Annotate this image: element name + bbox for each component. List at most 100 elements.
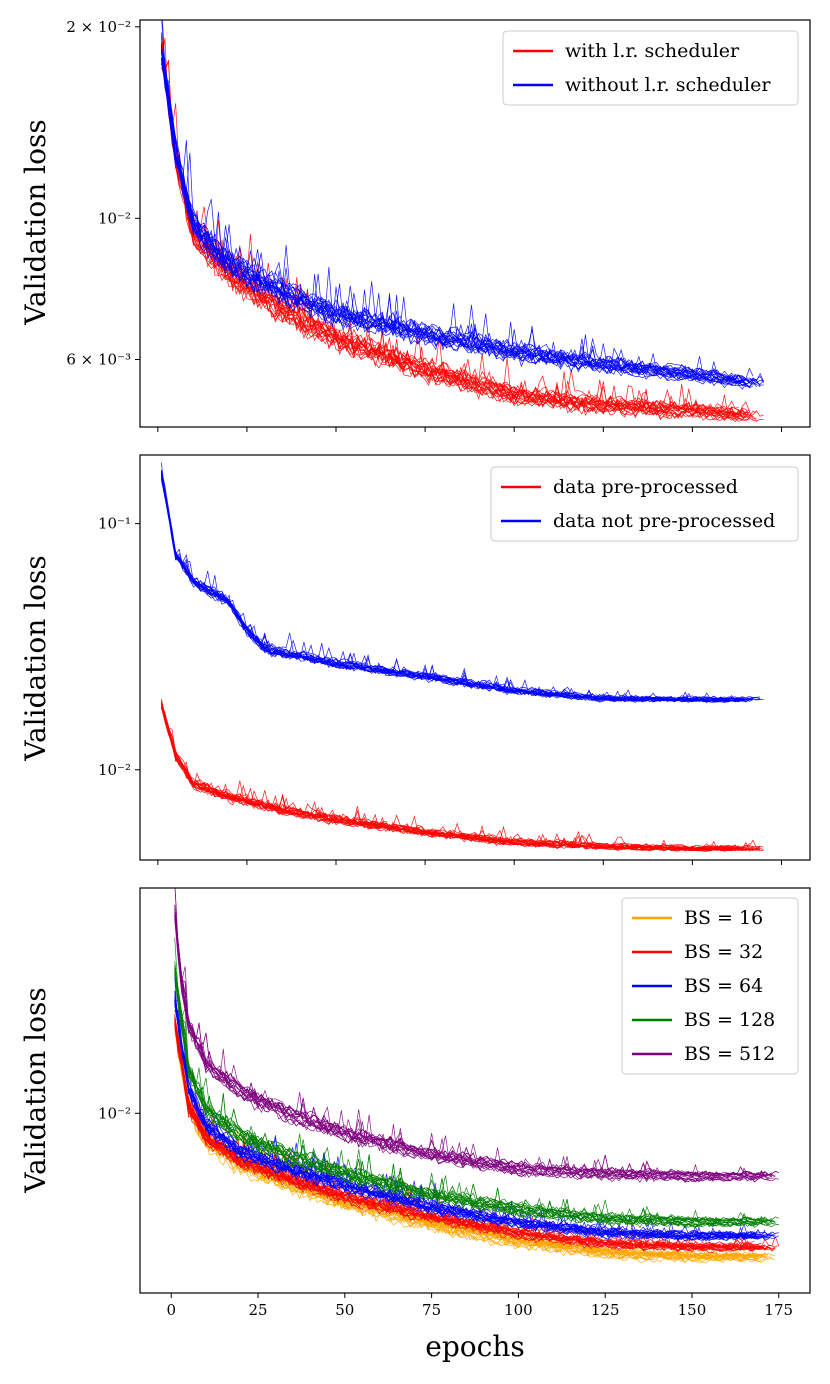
- x-axis-title: epochs: [425, 1330, 524, 1363]
- legend: BS = 16 BS = 32 BS = 64 BS = 128 BS = 512: [621, 897, 799, 1075]
- y-tick-label: 6 × 10⁻³: [66, 351, 131, 369]
- run-line: [161, 703, 739, 851]
- run-line: [174, 1022, 755, 1253]
- y-axis-title: Validation loss: [19, 555, 52, 761]
- panel-preprocessing: 10⁻¹ 10⁻² Validation loss data pre-processe…: [19, 454, 811, 865]
- run-line: [161, 701, 754, 848]
- run-line: [161, 703, 739, 851]
- y-axis-title: Validation loss: [19, 987, 52, 1193]
- run-line: [174, 973, 779, 1227]
- run-line: [161, 703, 764, 850]
- run-line: [161, 61, 754, 389]
- y-tick-label: 10⁻¹: [98, 515, 131, 533]
- x-tick-label: 0: [166, 1301, 176, 1319]
- legend-box: [621, 897, 799, 1075]
- run-line: [174, 965, 762, 1222]
- run-line: [161, 52, 750, 388]
- x-tick-label: 75: [422, 1301, 441, 1319]
- plot-area: [174, 888, 780, 1264]
- run-line: [174, 909, 762, 1176]
- legend-label: BS = 32: [684, 941, 763, 963]
- run-line: [174, 1025, 776, 1264]
- run-line: [161, 58, 764, 422]
- axes-frame: [139, 887, 811, 1294]
- series-bs-=-512: [174, 888, 779, 1184]
- run-line: [161, 52, 750, 416]
- y-tick-label: 2 × 10⁻²: [66, 18, 131, 36]
- y-tick-label: 10⁻²: [98, 1104, 131, 1122]
- run-line: [161, 43, 754, 389]
- run-line: [161, 698, 761, 849]
- run-line: [161, 57, 750, 422]
- run-line: [161, 703, 743, 851]
- x-tick-label: 175: [764, 1301, 793, 1319]
- axes-frame: [139, 19, 811, 428]
- run-line: [161, 702, 739, 849]
- run-line: [161, 37, 754, 419]
- legend-box: [490, 466, 799, 542]
- run-line: [174, 1003, 766, 1240]
- x-tick-label: 125: [591, 1301, 620, 1319]
- run-line: [161, 49, 761, 390]
- run-line: [161, 705, 764, 852]
- legend-label: BS = 64: [684, 975, 763, 997]
- run-line: [174, 964, 769, 1226]
- series-bs-=-64: [174, 977, 779, 1242]
- legend: with l.r. scheduler without l.r. schedule…: [502, 30, 799, 106]
- series-bs-=-128: [174, 937, 779, 1229]
- plot-area: [161, 462, 764, 852]
- run-line: [161, 32, 757, 416]
- legend-label: BS = 16: [684, 907, 763, 929]
- run-line: [161, 707, 761, 852]
- run-line: [174, 975, 776, 1229]
- legend-label: BS = 128: [684, 1009, 775, 1031]
- legend-box: [502, 30, 799, 106]
- legend-label: data pre-processed: [553, 476, 738, 498]
- run-line: [174, 915, 769, 1183]
- legend-label: without l.r. scheduler: [565, 74, 771, 96]
- y-axis-title: Validation loss: [19, 119, 52, 325]
- x-tick-label: 100: [504, 1301, 533, 1319]
- x-tick-label: 50: [335, 1301, 354, 1319]
- run-line: [161, 59, 764, 386]
- run-line: [174, 919, 776, 1184]
- run-line: [174, 969, 776, 1227]
- y-tick-label: 10⁻²: [98, 209, 131, 227]
- run-line: [174, 1027, 759, 1251]
- run-line: [174, 904, 779, 1177]
- run-line: [161, 45, 764, 383]
- run-line: [161, 708, 761, 852]
- legend-label: with l.r. scheduler: [565, 40, 740, 62]
- legend-label: data not pre-processed: [553, 510, 775, 532]
- run-line: [161, 705, 743, 852]
- run-line: [161, 52, 746, 421]
- run-line: [161, 707, 761, 850]
- run-line: [174, 975, 755, 1228]
- run-line: [161, 701, 743, 850]
- series-with-l.r.-scheduler: [161, 32, 764, 422]
- run-line: [161, 45, 764, 384]
- run-line: [161, 705, 739, 852]
- plot-area: [161, 20, 764, 422]
- run-line: [174, 968, 776, 1224]
- run-line: [161, 699, 750, 851]
- run-line: [174, 915, 772, 1177]
- series-without-l.r.-scheduler: [161, 20, 764, 390]
- run-line: [161, 48, 747, 385]
- series-data-pre-processed: [161, 698, 764, 852]
- run-line: [161, 480, 746, 703]
- run-line: [161, 36, 750, 421]
- run-line: [174, 888, 769, 1179]
- panel-lr-scheduler: 2 × 10⁻² 10⁻² 6 × 10⁻³ Validation loss with …: [19, 18, 811, 432]
- legend: data pre-processed data not pre-processed: [490, 466, 799, 542]
- y-tick-label: 10⁻²: [98, 761, 131, 779]
- panel-batch-size: 0 25 50 75 100 125 150 175 10⁻² Validation loss BS…: [19, 887, 811, 1319]
- axes-frame: [139, 454, 811, 861]
- run-line: [174, 912, 776, 1178]
- x-tick-label: 150: [678, 1301, 707, 1319]
- run-line: [174, 908, 769, 1180]
- run-line: [161, 702, 761, 852]
- x-tick-label: 25: [248, 1301, 267, 1319]
- run-line: [161, 707, 746, 851]
